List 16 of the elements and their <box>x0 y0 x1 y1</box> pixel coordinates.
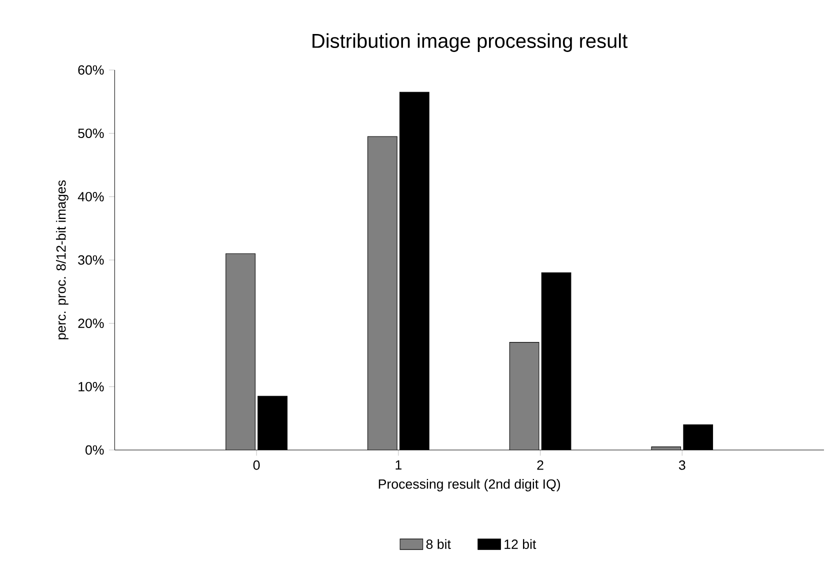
y-tick-label: 10% <box>78 382 104 392</box>
legend-label: 12 bit <box>504 539 536 549</box>
x-axis-title: Processing result (2nd digit IQ) <box>378 478 560 492</box>
y-tick-label: 40% <box>78 192 104 202</box>
y-tick-label: 50% <box>78 128 104 138</box>
chart-title: Distribution image processing result <box>312 33 628 52</box>
y-tick-label: 20% <box>78 318 104 328</box>
legend-label: 8 bit <box>426 539 451 549</box>
x-tick-label: 2 <box>537 460 544 470</box>
x-tick-label: 3 <box>678 460 686 470</box>
x-tick-label: 0 <box>253 460 260 470</box>
y-tick-label: 60% <box>78 65 104 75</box>
y-tick-label: 30% <box>78 255 104 265</box>
x-tick-label: 1 <box>396 460 402 470</box>
y-axis-title: perc. proc. 8/12-bit images <box>56 180 68 340</box>
y-tick-label: 0% <box>86 445 104 455</box>
